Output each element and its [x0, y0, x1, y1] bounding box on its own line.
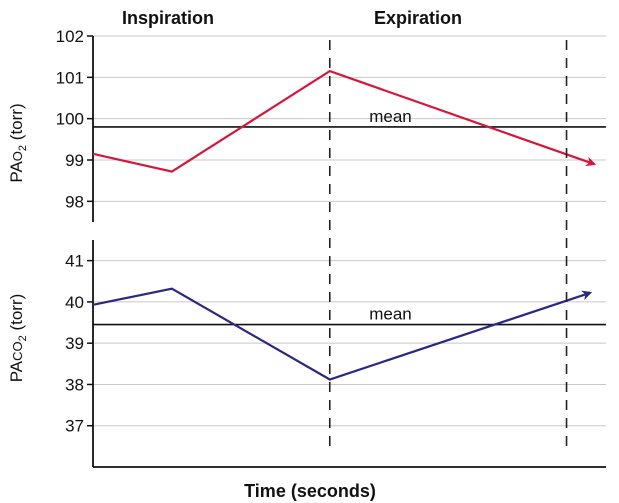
phase-dividers [328, 40, 568, 452]
y-tick-label: 101 [56, 68, 84, 87]
y-title-subscript: 2 [17, 145, 29, 151]
po2-y-axis-title: PAO2 (torr) [7, 103, 29, 182]
mean-label: mean [369, 107, 412, 126]
mean-label: mean [369, 305, 412, 324]
y-title-subscript: 2 [17, 335, 29, 341]
y-tick-label: 41 [65, 252, 84, 271]
phase-label-inspiration: Inspiration [122, 8, 214, 28]
pco2-panel: 37 38 39 40 41 mean PACO2 (torr) [7, 240, 606, 468]
y-title-main: PA [7, 360, 26, 382]
pco2-series-line [92, 287, 593, 381]
pco2-y-axis-title: PACO2 (torr) [7, 294, 29, 383]
y-title-unit: (torr) [7, 294, 26, 336]
y-tick-label: 100 [56, 110, 84, 129]
x-axis-label: Time (seconds) [244, 481, 376, 501]
y-tick-label: 98 [65, 192, 84, 211]
y-tick-label: 37 [65, 417, 84, 436]
y-tick-label: 40 [65, 293, 84, 312]
y-title-unit: (torr) [7, 103, 26, 145]
y-tick-label: 102 [56, 27, 84, 46]
y-title-gas: CO [10, 341, 25, 361]
y-tick-label: 38 [65, 375, 84, 394]
po2-panel: 98 99 100 101 102 mean PAO2 (torr) [7, 27, 606, 222]
phase-label-expiration: Expiration [374, 8, 462, 28]
y-title-gas: O [10, 151, 25, 161]
y-title-main: PA [7, 161, 26, 183]
y-tick-label: 99 [65, 151, 84, 170]
y-tick-label: 39 [65, 334, 84, 353]
po2-series-line [92, 69, 597, 173]
